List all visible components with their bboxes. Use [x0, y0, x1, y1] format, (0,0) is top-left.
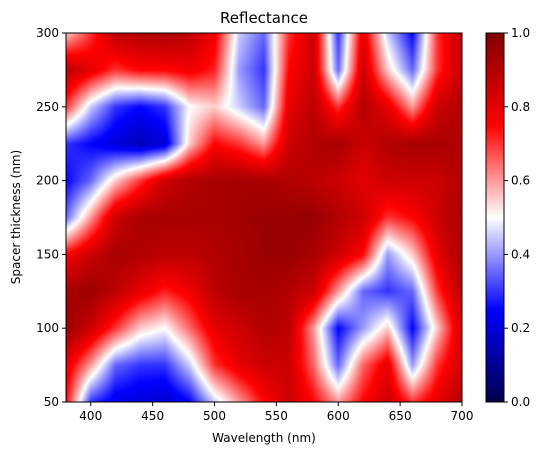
- x-tick-label: 550: [265, 409, 288, 423]
- y-tick-label: 200: [36, 174, 59, 188]
- chart-title: Reflectance: [220, 9, 308, 27]
- y-tick-label: 100: [36, 321, 59, 335]
- colorbar-tick-label: 0.8: [511, 100, 530, 114]
- x-tick-label: 650: [389, 409, 412, 423]
- y-tick-label: 300: [36, 26, 59, 40]
- y-tick-label: 150: [36, 247, 59, 261]
- y-tick-label: 250: [36, 100, 59, 114]
- x-axis-label: Wavelength (nm): [212, 431, 316, 445]
- colorbar-tick-label: 1.0: [511, 26, 530, 40]
- colorbar-tick-label: 0.0: [511, 395, 530, 409]
- x-tick-label: 700: [451, 409, 474, 423]
- colorbar-tick-label: 0.2: [511, 321, 530, 335]
- colorbar-tick-label: 0.6: [511, 174, 530, 188]
- x-tick-label: 400: [79, 409, 102, 423]
- x-axis: 400 450 500 550 600 650 700: [79, 402, 473, 423]
- colorbar-tick-label: 0.4: [511, 247, 530, 261]
- y-tick-label: 50: [44, 395, 59, 409]
- x-tick-label: 450: [141, 409, 164, 423]
- colorbar: [485, 32, 505, 403]
- heatmap-image: [66, 33, 462, 402]
- colorbar-axis: 0.0 0.2 0.4 0.6 0.8 1.0: [504, 26, 530, 409]
- x-tick-label: 600: [327, 409, 350, 423]
- plot-frame: [65, 32, 463, 403]
- y-axis: 50 100 150 200 250 300: [36, 26, 66, 409]
- x-tick-label: 500: [203, 409, 226, 423]
- y-axis-label: Spacer thickness (nm): [9, 150, 23, 284]
